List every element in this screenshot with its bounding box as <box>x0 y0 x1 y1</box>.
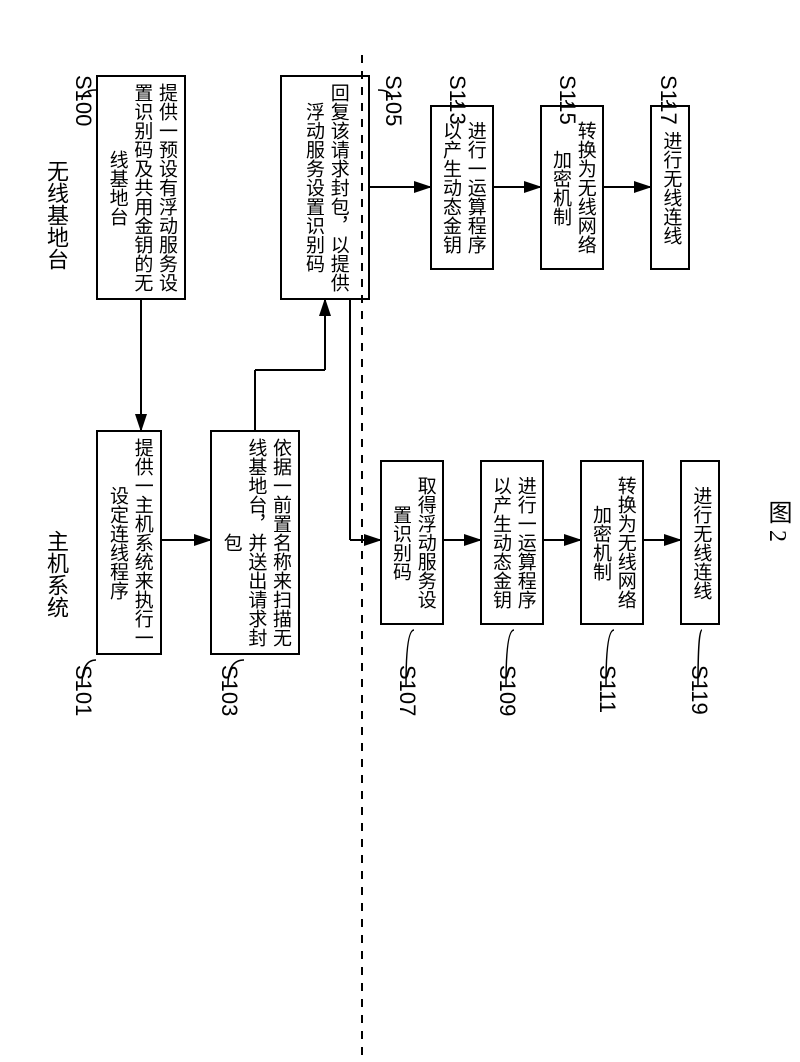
label-s103: S103 <box>216 665 242 716</box>
column-label-right: 主机系统 <box>40 530 72 618</box>
node-s111: 转换为无线网络加密机制 <box>580 460 644 625</box>
node-s113: 进行一运算程序以产生动态金钥 <box>430 105 494 270</box>
label-s105: S105 <box>380 75 406 126</box>
node-s101: 提供一主机系统来执行一设定连线程序 <box>96 430 162 655</box>
label-s101: S101 <box>70 665 96 716</box>
node-s109: 进行一运算程序以产生动态金钥 <box>480 460 544 625</box>
node-s115: 转换为无线网络加密机制 <box>540 105 604 270</box>
figure-label: 图 2 <box>760 500 795 542</box>
column-label-left: 无线基地台 <box>40 160 72 270</box>
node-s107: 取得浮动服务设置识别码 <box>380 460 444 625</box>
label-s115: S115 <box>554 75 580 125</box>
node-s100: 提供一预设有浮动服务设置识别码及共用金钥的无线基地台 <box>96 75 186 300</box>
label-s113: S113 <box>444 75 470 125</box>
node-s119: 进行无线连线 <box>680 460 720 625</box>
label-s109: S109 <box>494 665 520 716</box>
node-s103: 依据一前置名称来扫描无线基地台，并送出请求封包 <box>210 430 300 655</box>
label-s117: S117 <box>655 75 681 125</box>
label-s119: S119 <box>686 665 712 715</box>
label-s107: S107 <box>394 665 420 716</box>
label-s111: S111 <box>594 665 620 713</box>
label-s100: S100 <box>70 75 96 126</box>
diagram-canvas: 无线基地台 主机系统 图 2 提供一预设有浮动服务设置识别码及共用金钥的无线基地… <box>0 0 800 1062</box>
node-s105: 回复该请求封包，以提供浮动服务设置识别码 <box>280 75 370 300</box>
node-s117: 进行无线连线 <box>650 105 690 270</box>
